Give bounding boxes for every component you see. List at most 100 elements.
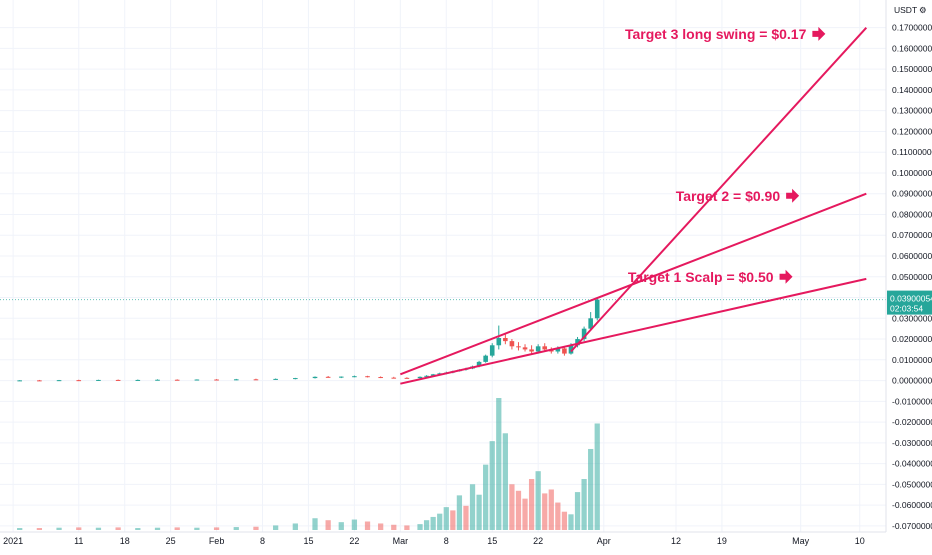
volume-bar <box>502 433 508 530</box>
candle-body <box>529 349 534 352</box>
volume-bar <box>581 479 587 530</box>
time-tick-label: 2021 <box>3 536 23 546</box>
time-tick-label: 25 <box>166 536 176 546</box>
volume-bar <box>404 525 410 530</box>
volume-bar <box>56 527 62 530</box>
volume-bar <box>463 505 469 530</box>
volume-bar <box>476 494 482 530</box>
candle-body <box>542 346 548 350</box>
candle-body <box>56 380 62 382</box>
volume-bar <box>483 464 489 530</box>
time-tick-label: 15 <box>487 536 497 546</box>
volume-bar <box>95 527 102 530</box>
volume-bar <box>542 493 548 530</box>
volume-bar <box>312 518 318 530</box>
time-axis[interactable]: 2021 11 18 25 Feb 8 15 22 Mar 8 15 22 Apr 12 19 May 10 <box>0 531 932 550</box>
volume-bar <box>588 448 594 530</box>
volume-bars <box>17 398 600 530</box>
volume-bar <box>548 489 554 530</box>
candle-body <box>273 378 278 380</box>
volume-bar <box>417 524 423 530</box>
candle-body <box>404 377 410 379</box>
time-tick-label: 19 <box>717 536 727 546</box>
volume-bar <box>174 527 180 530</box>
candle-body <box>338 376 344 378</box>
candle-body <box>581 328 587 340</box>
candle-body <box>489 345 495 356</box>
candle-body <box>476 361 482 367</box>
volume-bar <box>450 510 456 530</box>
candle-body <box>516 346 521 348</box>
volume-bar <box>213 527 220 530</box>
trendlines <box>399 26 868 385</box>
candle-body <box>233 379 239 381</box>
candle-body <box>555 348 561 352</box>
time-tick-label: 12 <box>671 536 681 546</box>
annotation-label: Target 1 Scalp = $0.50 <box>628 269 774 285</box>
volume-bar <box>253 526 259 530</box>
volume-bar <box>351 519 358 530</box>
volume-bar <box>423 520 430 530</box>
candle-body <box>312 376 318 379</box>
candle-body <box>575 339 580 346</box>
time-tick-label: 18 <box>120 536 130 546</box>
price-tag-countdown: 02:03:54 <box>890 304 923 314</box>
time-axis-background <box>0 532 932 550</box>
arrow-right-icon <box>812 26 826 41</box>
candle-body <box>391 377 397 379</box>
volume-bar <box>76 527 82 530</box>
volume-bar <box>535 471 541 530</box>
candle-body <box>115 379 121 381</box>
candle-body <box>588 318 593 329</box>
volume-bar <box>489 441 495 530</box>
time-tick-label: 15 <box>303 536 313 546</box>
volume-bar <box>338 522 344 530</box>
candle-body <box>568 345 574 354</box>
volume-bar <box>561 511 568 530</box>
time-tick-label: 10 <box>855 536 865 546</box>
time-tick-label: May <box>792 536 810 546</box>
candle-body <box>424 375 429 377</box>
candle-body <box>509 341 515 347</box>
time-tick-label: 22 <box>533 536 543 546</box>
volume-bar <box>233 527 239 530</box>
candle-body <box>194 379 200 381</box>
time-tick-label: Apr <box>597 536 611 546</box>
candle-body <box>417 376 423 379</box>
candle-body <box>378 377 383 379</box>
time-tick-label: Mar <box>393 536 409 546</box>
candle-body <box>135 379 141 381</box>
volume-bar <box>194 527 200 530</box>
annotation-label: Target 3 long swing = $0.17 <box>625 26 807 42</box>
volume-bar <box>509 484 515 530</box>
candle-body <box>535 346 541 352</box>
volume-bar <box>528 479 535 530</box>
volume-bar <box>522 498 528 530</box>
volume-bar <box>325 520 331 530</box>
candle-body <box>155 379 160 381</box>
price-tick-label: -0.04000000 <box>892 459 932 469</box>
time-tick-label: 8 <box>260 536 265 546</box>
time-tick-label: 8 <box>444 536 449 546</box>
settings-icon[interactable]: ⚙ <box>919 5 927 15</box>
candle-body <box>594 299 600 319</box>
candle-body <box>522 347 528 350</box>
arrow-right-icon <box>779 269 793 284</box>
